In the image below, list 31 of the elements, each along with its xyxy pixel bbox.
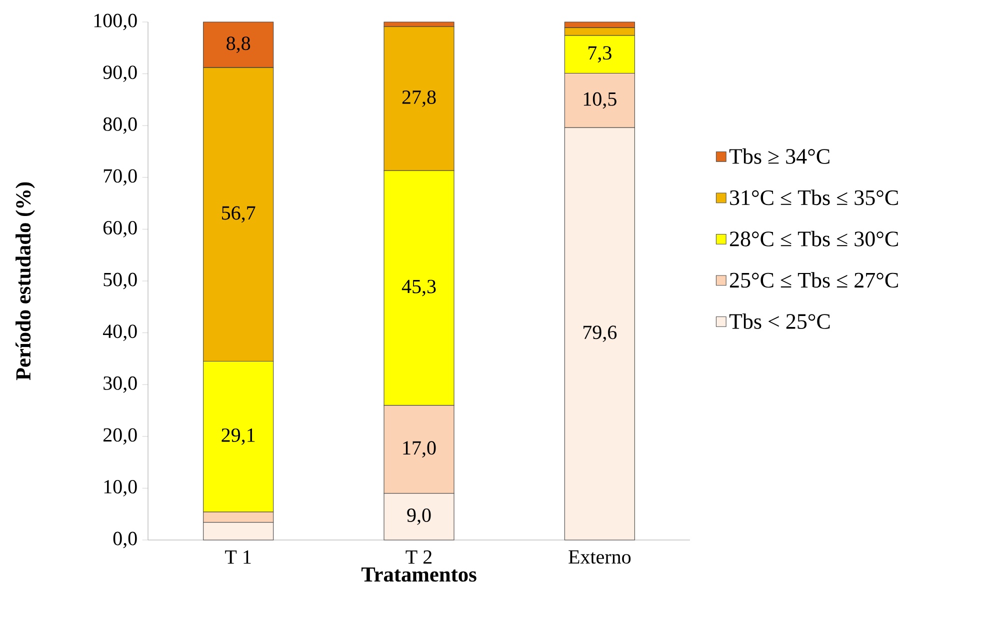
- y-tick-label: 100,0: [94, 14, 137, 30]
- legend-label: Tbs ≥ 34°C: [729, 148, 830, 164]
- legend-label: 28°C ≤ Tbs ≤ 30°C: [730, 230, 898, 246]
- y-tick-label: 90,0: [103, 66, 137, 82]
- x-axis-title: Tratamentos: [361, 568, 476, 582]
- data-label: 79,6: [583, 326, 617, 342]
- legend-label: 25°C ≤ Tbs ≤ 27°C: [730, 272, 898, 288]
- x-tick-label: Externo: [568, 550, 631, 564]
- x-tick-label: T 2: [406, 550, 432, 564]
- x-tick-label: T 1: [225, 550, 251, 564]
- y-tick-label: 30,0: [104, 376, 137, 393]
- data-label: 56,7: [222, 206, 256, 223]
- y-tick-label: 80,0: [103, 117, 137, 134]
- data-label: 8,8: [226, 36, 250, 53]
- y-tick-label: 20,0: [103, 428, 137, 445]
- legend-label: Tbs < 25°C: [729, 313, 830, 329]
- data-label: 7,3: [588, 46, 612, 63]
- data-label: 10,5: [584, 92, 616, 109]
- legend-label: 31°C ≤ Tbs ≤ 35°C: [730, 190, 898, 206]
- data-label: 27,8: [402, 90, 436, 107]
- data-label: 45,3: [402, 280, 436, 296]
- y-tick-label: 10,0: [104, 480, 137, 496]
- y-axis-title: Período estudado (%): [16, 182, 35, 380]
- y-tick-label: 0,0: [113, 532, 137, 548]
- data-label: 17,0: [403, 441, 436, 458]
- y-tick-label: 50,0: [104, 272, 137, 290]
- data-label: 29,1: [222, 428, 255, 445]
- y-tick-label: 40,0: [103, 324, 137, 341]
- y-tick-label: 60,0: [103, 221, 137, 238]
- data-label: 9,0: [407, 508, 431, 525]
- y-tick-label: 70,0: [104, 169, 137, 186]
